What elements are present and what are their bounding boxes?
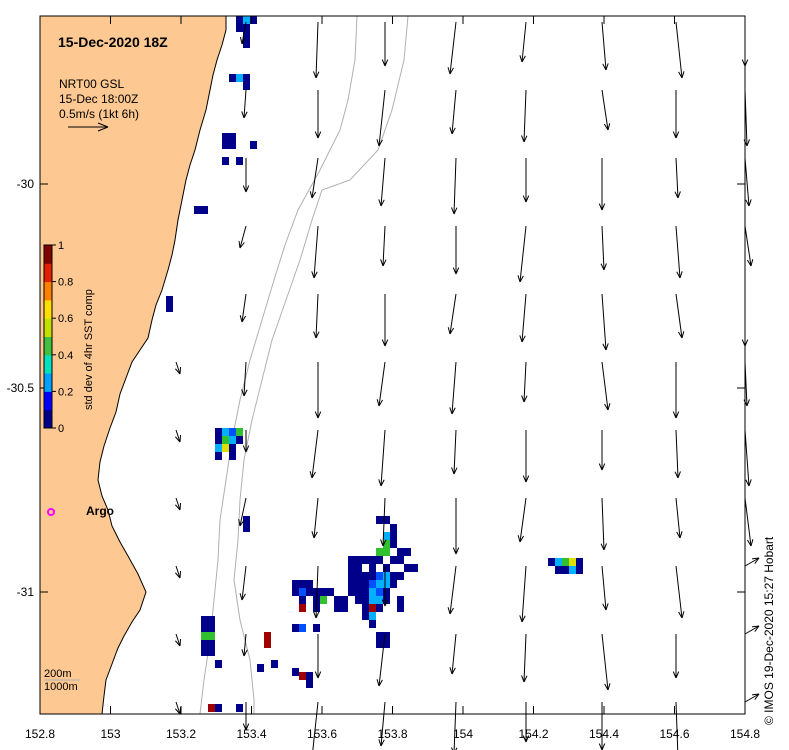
y-tick-label: -30.5	[7, 381, 35, 395]
colorbar-segment	[44, 336, 52, 356]
x-tick-label: 153.4	[236, 727, 266, 741]
colorbar-segment	[44, 299, 52, 319]
colorbar-tick-label: 0.4	[58, 350, 73, 362]
legend-source: NRT00 GSL	[59, 77, 124, 91]
isobath-200m	[199, 15, 358, 715]
credit-text: © IMOS 19-Dec-2020 15:27 Hobart	[762, 536, 776, 725]
colorbar-segment	[44, 354, 52, 374]
isobath-label-1: 200m	[44, 668, 72, 680]
y-axis: -30 -30.5 -31	[7, 177, 745, 599]
x-tick-label: 154.4	[589, 727, 619, 741]
x-tick-label: 154.8	[730, 727, 760, 741]
colorbar-segment	[44, 245, 52, 264]
colorbar-tick-label: 0.2	[58, 386, 73, 398]
map-title: 15-Dec-2020 18Z	[58, 34, 168, 50]
y-tick-label: -31	[17, 585, 35, 599]
current-vectors	[174, 21, 760, 750]
colorbar-tick-label: 0.6	[58, 313, 73, 325]
colorbar-segment	[44, 263, 52, 283]
x-tick-label: 154.2	[518, 727, 548, 741]
isobath-label-2: 1000m	[44, 681, 78, 693]
land-mass	[39, 15, 227, 715]
x-tick-label: 153	[100, 727, 120, 741]
x-tick-label: 154.6	[659, 727, 689, 741]
credit: © IMOS 19-Dec-2020 15:27 Hobart	[757, 380, 787, 730]
legend-scale: 0.5m/s (1kt 6h)	[59, 107, 139, 121]
colorbar: 1 0.8 0.6 0.4 0.2 0	[43, 240, 73, 435]
x-tick-label: 153.6	[307, 727, 337, 741]
sst-stddev-pixels	[166, 16, 583, 712]
legend-scale-arrow	[68, 122, 109, 132]
colorbar-segment	[44, 391, 52, 411]
x-axis: 152.8 153 153.2 153.4 153.6 153.8 154 154.2 154.…	[25, 16, 760, 741]
isobath-1000m	[233, 15, 409, 714]
y-tick-label: -30	[17, 177, 35, 191]
colorbar-tick-label: 0.8	[58, 277, 73, 289]
colorbar-label: std dev of 4hr SST comp	[83, 289, 95, 410]
colorbar-segment	[44, 409, 52, 429]
x-tick-label: 153.2	[166, 727, 196, 741]
x-tick-label: 152.8	[25, 727, 55, 741]
colorbar-tick-label: 0	[58, 423, 64, 435]
x-tick-label: 153.8	[377, 727, 407, 741]
colorbar-segment	[44, 318, 52, 337]
argo-marker	[47, 508, 55, 516]
colorbar-tick-label: 1	[58, 240, 64, 252]
colorbar-segment	[44, 281, 52, 301]
legend-time: 15-Dec 18:00Z	[59, 92, 138, 106]
colorbar-segment	[44, 373, 52, 392]
argo-label: Argo	[86, 504, 114, 518]
x-tick-label: 154	[453, 727, 473, 741]
